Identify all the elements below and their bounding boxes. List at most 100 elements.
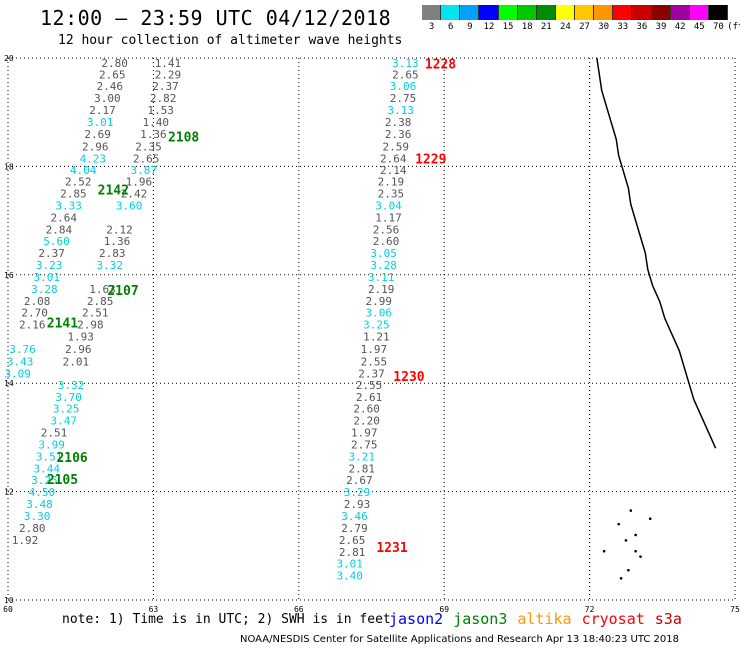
wave-height-value: 1.36 xyxy=(140,128,167,141)
satellite-name: jason3 xyxy=(453,610,508,628)
wave-height-value: 2.96 xyxy=(82,140,109,153)
lat-tick-label: 18 xyxy=(4,162,14,171)
pass-labels: 2108 2142 2107 2141 2106 2105 1228 1229 1230 1231 xyxy=(47,57,457,555)
wave-height-value: 3.21 xyxy=(349,450,376,463)
wave-height-value: 1.93 xyxy=(67,331,94,344)
wave-height-value: 2.35 xyxy=(135,140,162,153)
legend-swatch xyxy=(479,5,499,20)
wave-height-value: 1.41 xyxy=(155,57,182,70)
legend-label: 21 xyxy=(540,22,552,32)
legend-swatch xyxy=(613,5,633,20)
wave-height-value: 3.25 xyxy=(363,319,390,332)
island-dot xyxy=(634,533,637,537)
wave-height-value: 3.09 xyxy=(4,367,31,380)
wave-height-value: 2.51 xyxy=(41,427,68,440)
wave-height-value: 2.79 xyxy=(341,522,368,535)
color-legend xyxy=(422,5,728,20)
legend-label: 42 xyxy=(674,22,686,32)
wave-height-value: 3.11 xyxy=(368,271,395,284)
wave-height-value: 2.20 xyxy=(353,415,380,428)
pass-id-label: 1228 xyxy=(425,57,456,72)
legend-swatch xyxy=(670,5,690,20)
wave-height-value: 2.69 xyxy=(84,128,111,141)
pass-id-label: 2106 xyxy=(56,451,87,466)
wave-height-value: 2.61 xyxy=(356,391,383,404)
legend-label: 30 xyxy=(598,22,610,32)
wave-height-value: 1.40 xyxy=(143,116,170,129)
wave-height-value: 2.51 xyxy=(82,307,109,320)
legend-swatch xyxy=(575,5,595,20)
wave-height-value: 1.92 xyxy=(12,534,39,547)
island-dot xyxy=(619,577,623,580)
coastline-path xyxy=(596,57,717,449)
wave-height-value: 3.13 xyxy=(387,104,414,117)
wave-height-value: 3.28 xyxy=(370,259,397,272)
legend-swatch xyxy=(498,5,518,20)
wave-height-value: 3.25 xyxy=(31,474,58,487)
wave-height-value: 2.60 xyxy=(353,403,380,416)
legend-swatch xyxy=(422,5,442,20)
lon-tick-label: 69 xyxy=(439,605,449,614)
wave-height-value: 2.19 xyxy=(378,176,405,189)
wave-height-value: 3.25 xyxy=(53,403,80,416)
wave-height-value: 2.65 xyxy=(99,68,126,81)
legend-swatch xyxy=(708,5,728,20)
wave-height-value: 3.28 xyxy=(31,283,58,296)
legend-label: 45 xyxy=(693,22,705,32)
wave-height-value: 4.04 xyxy=(70,164,97,177)
legend-label: 27 xyxy=(579,22,590,32)
wave-height-value: 3.05 xyxy=(370,247,397,260)
wave-height-value: 3.00 xyxy=(94,92,121,105)
wave-height-value: 2.16 xyxy=(19,319,46,332)
legend-label: 36 xyxy=(636,22,648,32)
wave-height-value: 2.38 xyxy=(385,116,412,129)
wave-height-value: 2.17 xyxy=(89,104,116,117)
island-dot xyxy=(624,539,628,542)
wave-height-value: 2.08 xyxy=(24,295,51,308)
wave-height-value: 2.81 xyxy=(349,462,376,475)
wave-height-value: 2.64 xyxy=(50,211,77,224)
wave-height-value: 2.42 xyxy=(121,188,148,201)
legend-swatch xyxy=(536,5,556,20)
wave-height-value: 3.87 xyxy=(130,164,157,177)
legend-label: 6 xyxy=(447,22,454,32)
wave-height-value: 2.55 xyxy=(361,356,388,369)
wave-height-value: 3.33 xyxy=(55,199,82,212)
lat-tick-label: 20 xyxy=(4,54,14,63)
legend-unit: (ft) xyxy=(727,22,740,32)
map-subtitle: 12 hour collection of altimeter wave hei… xyxy=(58,33,403,48)
lon-tick-label: 75 xyxy=(730,605,740,614)
wave-height-value: 2.84 xyxy=(46,223,73,236)
pass-id-label: 1229 xyxy=(415,152,446,167)
wave-height-value: 3.76 xyxy=(9,343,36,356)
wave-height-value: 2.99 xyxy=(366,295,393,308)
island-dot xyxy=(634,549,637,553)
wave-height-value: 3.01 xyxy=(87,116,114,129)
wave-height-value: 3.06 xyxy=(366,307,393,320)
wave-height-value: 3.01 xyxy=(336,558,363,571)
legend-swatch xyxy=(632,5,652,20)
wave-height-value: 2.67 xyxy=(346,474,373,487)
wave-height-value: 3.47 xyxy=(50,415,77,428)
wave-height-value: 2.81 xyxy=(339,546,366,559)
wave-height-value: 3.32 xyxy=(58,379,85,392)
lon-tick-label: 63 xyxy=(149,605,159,614)
legend-label: 12 xyxy=(483,22,495,32)
wave-height-value: 2.80 xyxy=(19,522,46,535)
wave-height-value: 3.29 xyxy=(344,486,371,499)
wave-height-value: 3.01 xyxy=(34,271,61,284)
legend-label: 9 xyxy=(467,22,473,32)
legend-label: 15 xyxy=(502,22,514,32)
wave-height-value: 3.13 xyxy=(392,57,419,70)
wave-height-value: 2.60 xyxy=(373,235,400,248)
coastline xyxy=(596,57,717,580)
wave-height-value: 4.50 xyxy=(29,486,56,499)
legend-label: 3 xyxy=(428,22,435,32)
wave-height-value: 2.65 xyxy=(133,152,160,165)
wave-height-value: 3.51 xyxy=(36,450,63,463)
wave-height-value: 2.52 xyxy=(65,176,92,189)
credit-line: NOAA/NESDIS Center for Satellite Applica… xyxy=(240,634,679,645)
wave-height-value: 3.32 xyxy=(97,259,124,272)
